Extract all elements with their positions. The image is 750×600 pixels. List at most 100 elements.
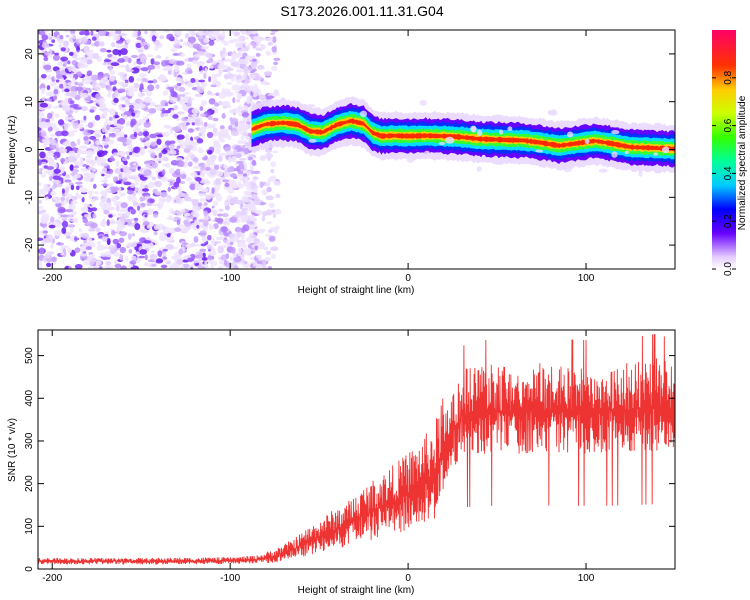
- noise-blob: [142, 130, 150, 137]
- noise-blob: [176, 111, 185, 115]
- noise-blob: [241, 123, 245, 126]
- spectrogram-noise: [38, 30, 282, 269]
- noise-blob: [67, 247, 72, 254]
- noise-blob: [177, 224, 185, 228]
- noise-blob: [241, 208, 249, 211]
- noise-blob: [126, 120, 131, 127]
- noise-blob: [144, 254, 148, 261]
- noise-blob: [205, 52, 212, 58]
- noise-blob: [89, 109, 95, 113]
- noise-blob: [137, 49, 144, 53]
- noise-blob: [236, 92, 243, 100]
- noise-blob: [101, 192, 107, 196]
- noise-blob: [47, 74, 52, 80]
- noise-blob: [237, 105, 243, 111]
- noise-blob: [249, 215, 255, 222]
- noise-blob: [99, 48, 107, 53]
- noise-blob: [164, 102, 169, 107]
- noise-blob: [90, 173, 96, 176]
- noise-blob: [267, 41, 274, 46]
- noise-blob: [135, 251, 141, 255]
- snr-panel: -200 -100 0 100 0 100 200 300 400 500 Height of …: [7, 329, 676, 596]
- colorbar-gradient: [712, 30, 736, 269]
- noise-blob: [50, 190, 57, 196]
- noise-blob: [217, 213, 223, 217]
- noise-blob: [177, 172, 182, 178]
- noise-blob: [110, 218, 115, 225]
- noise-blob: [139, 73, 147, 78]
- noise-blob: [124, 134, 128, 138]
- noise-blob: [162, 226, 171, 234]
- snr-x-tick-label: -200: [42, 573, 62, 584]
- noise-blob: [83, 136, 89, 141]
- noise-blob: [133, 201, 139, 205]
- noise-blob: [65, 174, 70, 179]
- noise-blob: [208, 249, 217, 257]
- noise-blob: [231, 155, 237, 161]
- noise-blob: [176, 60, 185, 66]
- noise-blob: [113, 123, 122, 127]
- noise-blob: [242, 224, 250, 232]
- spectrogram-y-tick-label: 20: [24, 48, 35, 60]
- noise-blob: [244, 76, 249, 84]
- noise-blob: [203, 210, 208, 217]
- noise-blob: [55, 69, 61, 76]
- noise-blob: [275, 193, 281, 199]
- noise-blob: [235, 69, 245, 73]
- noise-blob: [192, 165, 201, 170]
- noise-blob: [84, 81, 91, 85]
- snr-series-line: [38, 334, 675, 565]
- noise-blob: [110, 196, 118, 203]
- ridge-halo: [444, 136, 455, 144]
- noise-blob: [208, 57, 214, 64]
- noise-blob: [74, 57, 80, 61]
- noise-blob: [208, 76, 212, 83]
- noise-blob: [200, 113, 207, 118]
- noise-blob: [270, 32, 276, 36]
- noise-blob: [142, 221, 150, 226]
- noise-blob: [139, 137, 144, 141]
- noise-blob: [130, 120, 135, 128]
- noise-blob: [39, 30, 46, 36]
- noise-blob: [194, 183, 204, 191]
- noise-blob: [45, 166, 55, 170]
- noise-blob: [136, 36, 142, 41]
- noise-blob: [209, 168, 217, 176]
- noise-blob: [184, 79, 189, 83]
- noise-blob: [179, 99, 185, 105]
- noise-blob: [84, 175, 92, 182]
- noise-blob: [200, 45, 209, 50]
- noise-blob: [143, 169, 152, 177]
- noise-blob: [198, 36, 204, 39]
- ridge-halo: [658, 125, 666, 130]
- noise-blob: [271, 150, 279, 154]
- noise-blob: [176, 211, 183, 216]
- noise-blob: [184, 32, 190, 39]
- noise-blob: [174, 227, 182, 232]
- noise-blob: [151, 35, 157, 42]
- noise-blob: [190, 263, 195, 268]
- noise-blob: [102, 62, 107, 66]
- noise-blob: [267, 265, 273, 269]
- noise-blob: [146, 54, 154, 58]
- noise-blob: [200, 180, 209, 184]
- noise-blob: [54, 113, 60, 118]
- noise-blob: [252, 30, 258, 34]
- noise-blob: [95, 140, 101, 146]
- noise-blob: [273, 61, 279, 66]
- noise-blob: [155, 55, 162, 59]
- noise-blob: [206, 244, 213, 250]
- noise-blob: [106, 107, 110, 111]
- noise-blob: [91, 74, 99, 81]
- noise-blob: [92, 196, 100, 201]
- noise-blob: [270, 253, 276, 259]
- noise-blob: [100, 77, 109, 84]
- noise-blob: [167, 186, 171, 192]
- noise-blob: [245, 236, 254, 243]
- noise-blob: [43, 56, 49, 62]
- noise-blob: [194, 118, 201, 125]
- noise-blob: [176, 82, 182, 87]
- noise-blob: [98, 41, 105, 47]
- noise-blob: [224, 128, 229, 136]
- noise-blob: [113, 97, 119, 104]
